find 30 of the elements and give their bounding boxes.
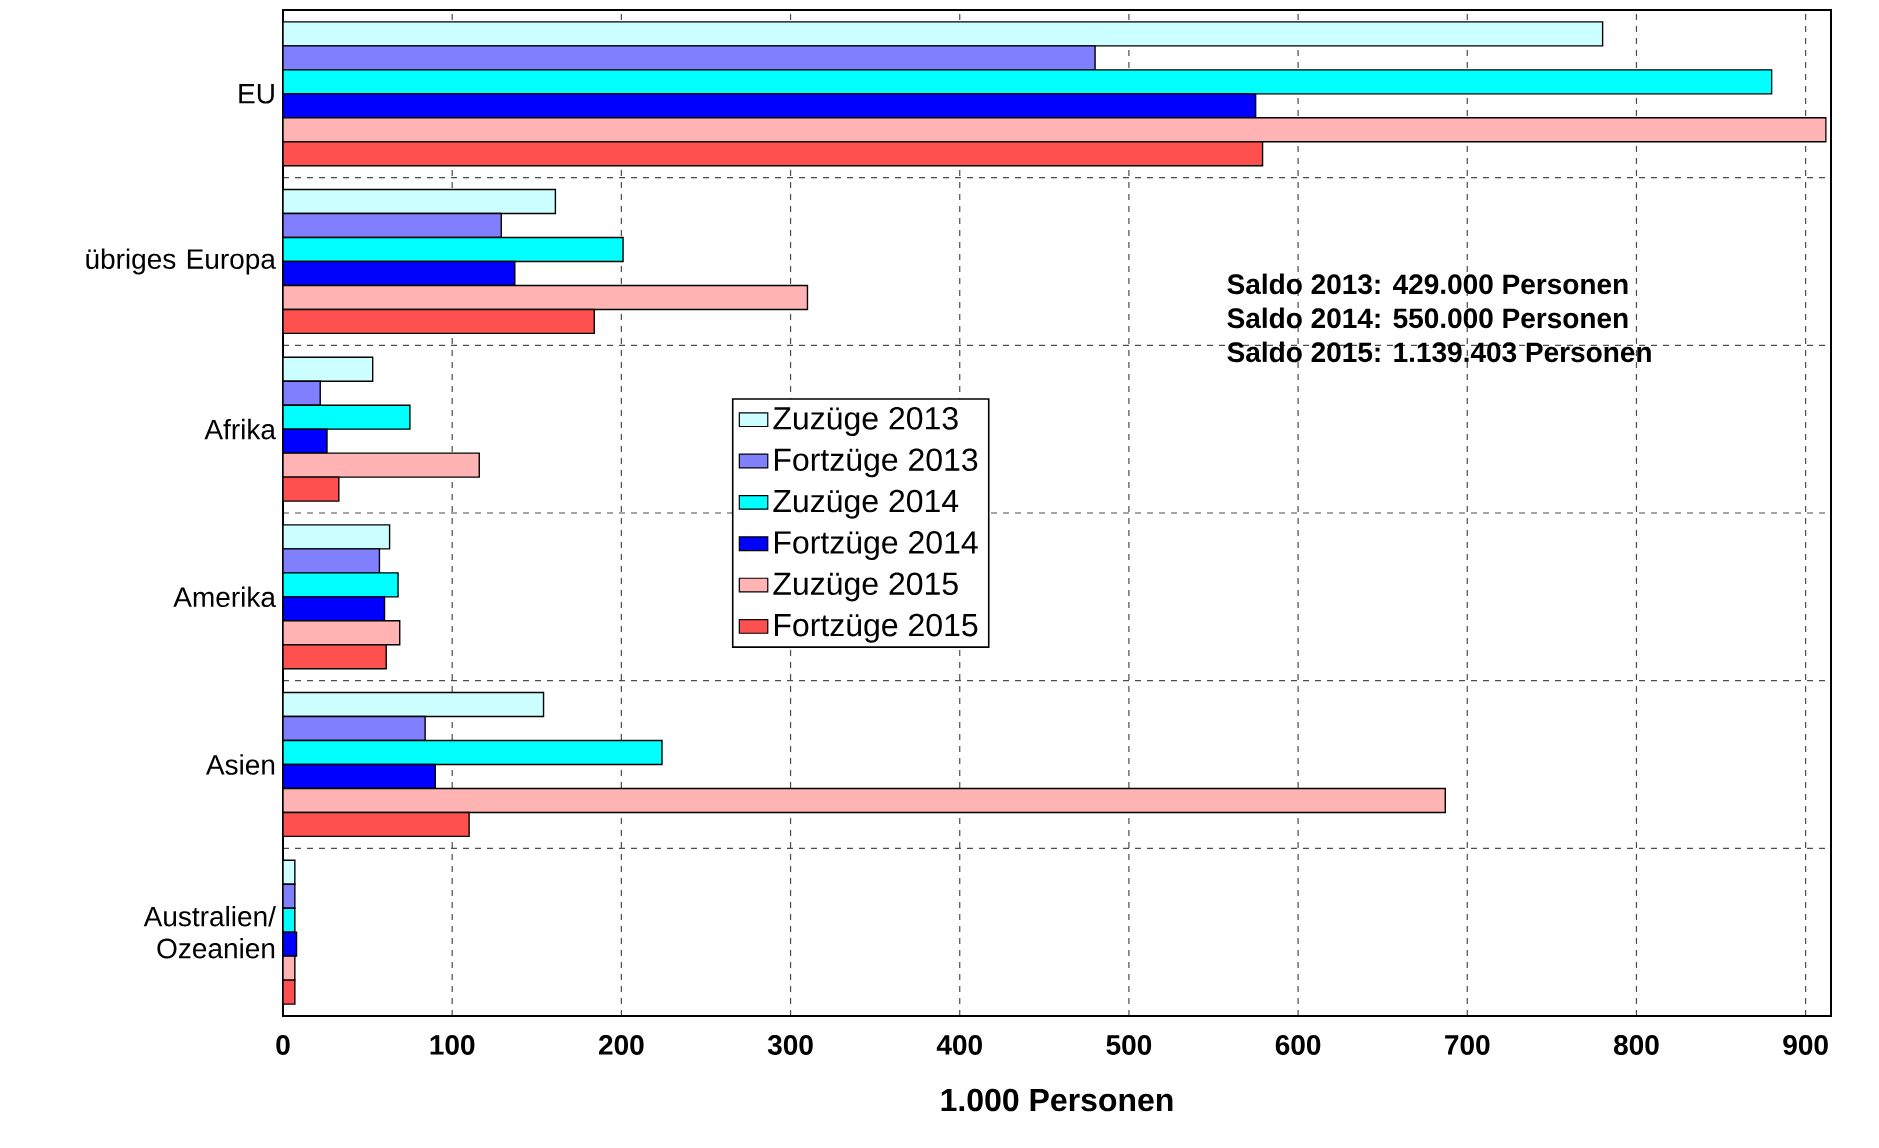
legend-label: Zuzüge 2013: [773, 407, 958, 437]
y-tick-label: Afrika: [204, 418, 276, 440]
legend-label: Zuzüge 2015: [773, 572, 958, 602]
x-tick-label: 800: [1613, 1035, 1659, 1055]
annotation: Saldo 2014: 550.000 Personen: [1227, 307, 1628, 329]
annotation: Saldo 2015: 1.139.403 Personen: [1227, 341, 1651, 363]
x-tick-label: 300: [767, 1035, 813, 1055]
x-tick-label: 400: [936, 1035, 982, 1055]
annotation: Saldo 2013: 429.000 Personen: [1227, 273, 1628, 295]
y-tick-label: EU: [239, 84, 274, 104]
legend-label: Fortzüge 2014: [775, 531, 978, 561]
y-tick-label: Amerika: [173, 586, 276, 608]
bar: [283, 308, 595, 335]
x-tick-label: 700: [1445, 1035, 1490, 1055]
x-tick-label: 900: [1783, 1035, 1828, 1055]
bar: [283, 811, 470, 838]
x-tick-label: 100: [430, 1035, 475, 1055]
bar: [283, 141, 1264, 167]
y-tick-label: übriges Europa: [86, 248, 276, 275]
x-tick-label: 600: [1275, 1035, 1321, 1055]
legend-label: Fortzüge 2013: [775, 448, 978, 478]
y-tick-label: Australien/ Ozeanien: [143, 905, 276, 959]
bar: [283, 644, 387, 670]
x-tick-label: 0: [276, 1035, 290, 1055]
y-tick-label: Asien: [205, 754, 275, 775]
x-tick-label: 500: [1106, 1035, 1152, 1055]
legend-label: Fortzüge 2015: [775, 613, 978, 643]
x-tick-label: 200: [598, 1035, 644, 1055]
x-axis-title: 1.000 Personen: [941, 1088, 1173, 1112]
legend-label: Zuzüge 2014: [773, 489, 959, 519]
